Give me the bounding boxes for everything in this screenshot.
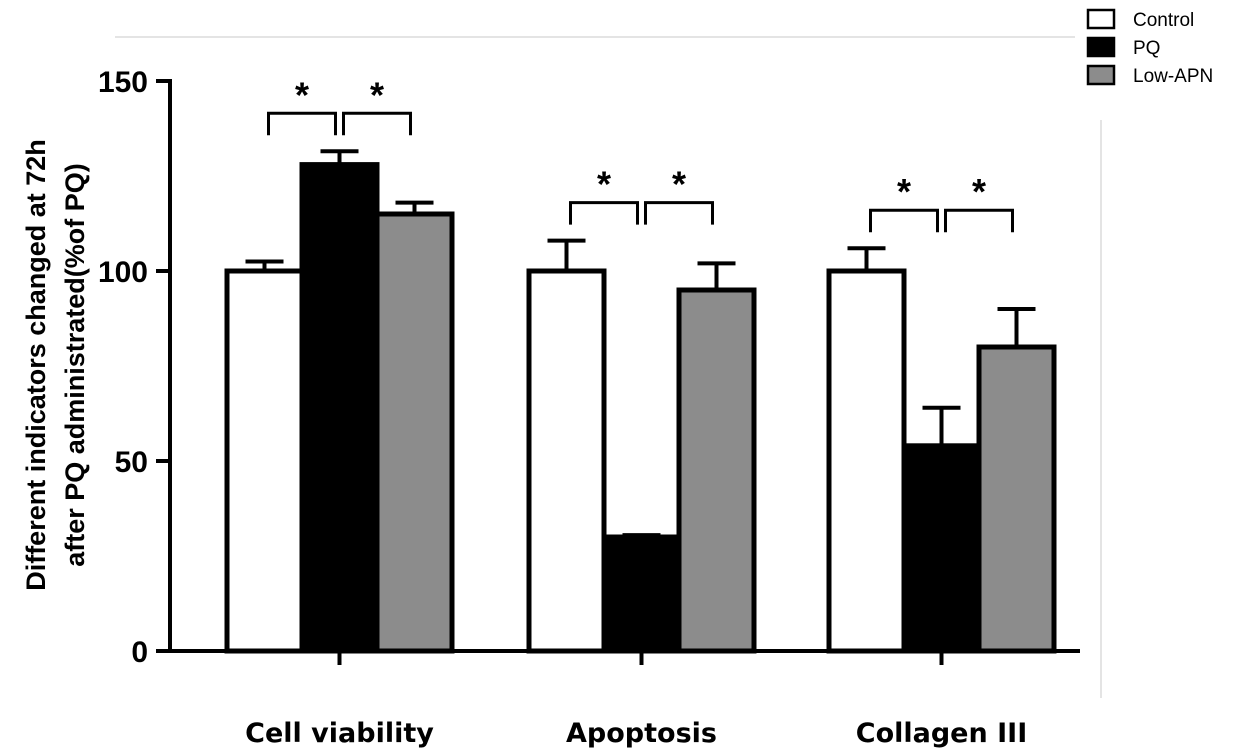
y-tick-label: 150	[98, 66, 148, 99]
bars	[224, 162, 1057, 654]
legend-swatch	[1086, 36, 1116, 58]
significance-bracket	[869, 208, 939, 233]
bar-pq-0	[299, 162, 380, 654]
legend-label: PQ	[1133, 38, 1160, 59]
significance-bracket	[267, 111, 337, 136]
x-tick-label: Apoptosis	[566, 718, 717, 748]
bar-control-0	[224, 268, 305, 654]
legend-swatch	[1086, 8, 1116, 30]
legend: Control PQ Low-APN	[1086, 8, 1213, 87]
y-tick-label: 50	[115, 446, 148, 479]
bar-pq-1	[601, 534, 682, 654]
x-axis: Cell viability Apoptosis Collagen III	[168, 649, 1080, 748]
y-axis-label-line-1: Different indicators changed at 72h	[21, 139, 51, 591]
bar-pq-2	[901, 443, 982, 654]
y-tick-label: 0	[131, 636, 148, 669]
significance-bracket	[644, 201, 714, 225]
bar-low-apn-1	[676, 287, 757, 654]
bar-control-1	[526, 268, 607, 654]
significance-bracket	[569, 201, 639, 225]
x-tick-label: Collagen III	[856, 718, 1028, 748]
bar-control-2	[826, 268, 907, 654]
significance-star: *	[672, 164, 686, 205]
y-tick-label: 100	[98, 256, 148, 289]
legend-label: Control	[1133, 10, 1194, 31]
legend-swatch	[1086, 64, 1116, 86]
significance-star: *	[972, 171, 986, 212]
x-tick-label: Cell viability	[245, 718, 434, 748]
y-axis: 0 50 100 150	[98, 66, 172, 669]
significance-bracket	[944, 208, 1014, 233]
y-axis-label-line-2: after PQ administrated(%of PQ)	[60, 163, 90, 567]
significance-brackets: * * * * * *	[267, 74, 1014, 233]
significance-star: *	[295, 74, 309, 115]
significance-bracket	[342, 111, 412, 136]
significance-star: *	[897, 171, 911, 212]
bar-low-apn-0	[374, 211, 455, 654]
y-axis-label: Different indicators changed at 72h afte…	[21, 139, 90, 591]
significance-star: *	[597, 164, 611, 205]
bar-low-apn-2	[976, 344, 1057, 654]
frame-lines	[115, 36, 1102, 698]
significance-star: *	[370, 74, 384, 115]
legend-label: Low-APN	[1133, 66, 1213, 87]
